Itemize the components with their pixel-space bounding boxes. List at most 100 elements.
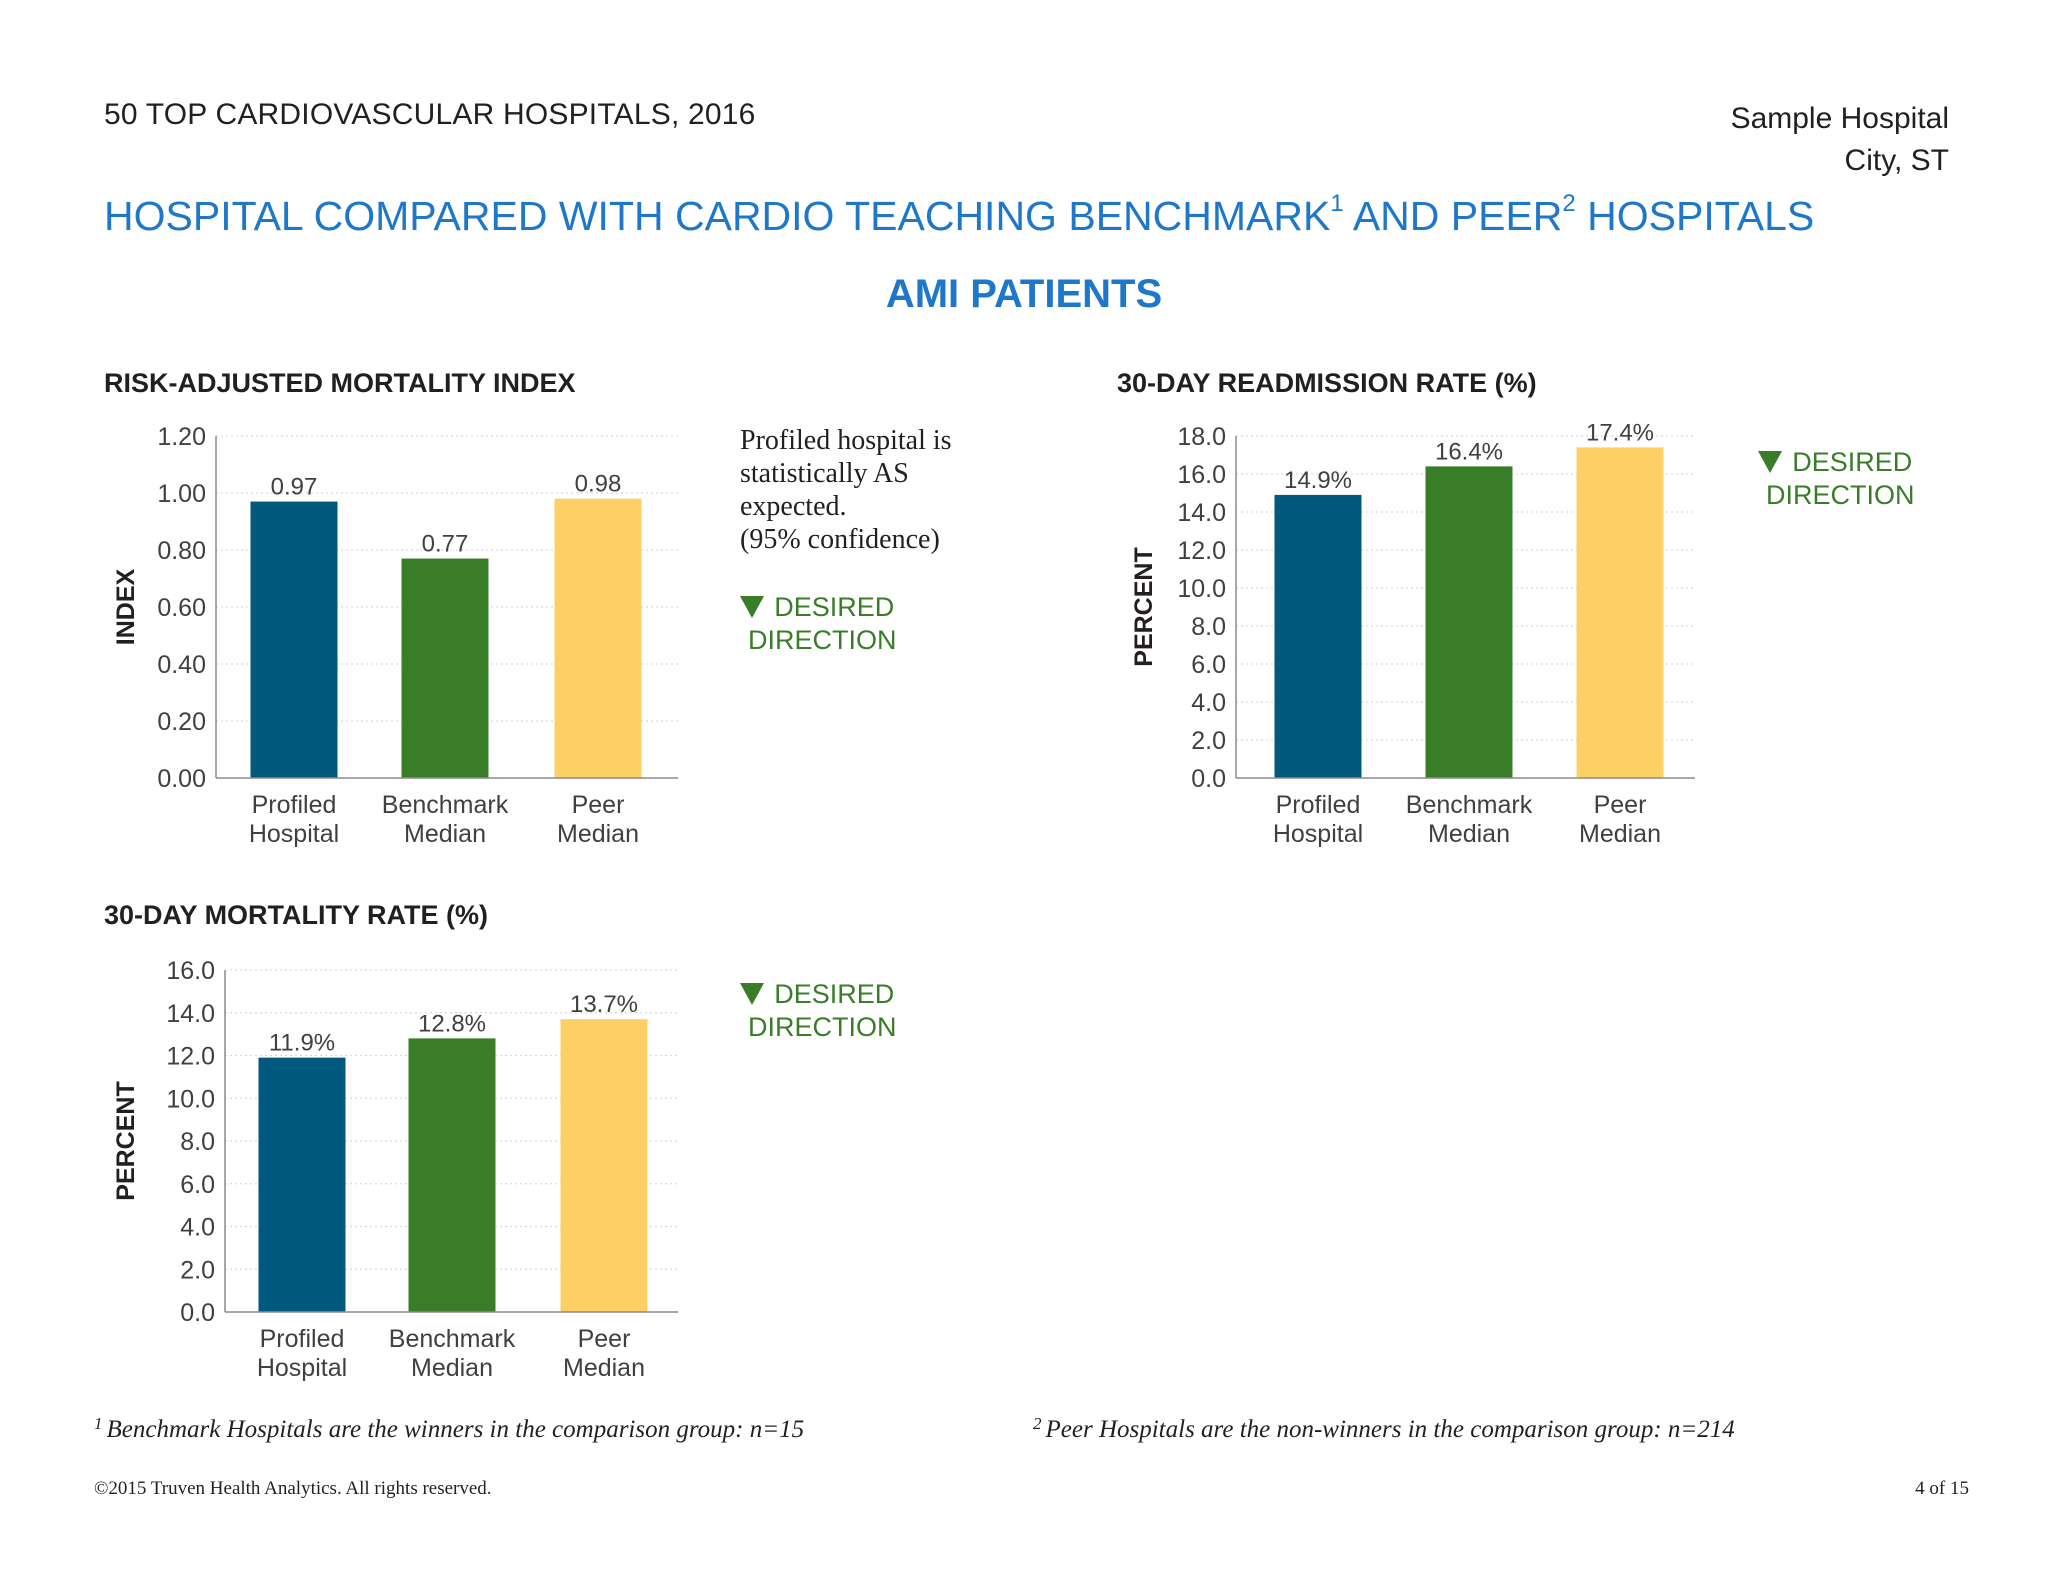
- down-arrow-icon: [1758, 451, 1783, 473]
- mortality-rate-category-label: Median: [563, 1354, 645, 1382]
- hospital-location: City, ST: [1844, 144, 1949, 177]
- mortality-index-bar: [250, 501, 338, 778]
- desired-line2: DIRECTION: [1766, 480, 1915, 510]
- desired-line1: DESIRED: [1792, 447, 1913, 477]
- readmission-ytick-label: 10.0: [1177, 575, 1226, 603]
- mortality-rate-category-label: Peer: [578, 1325, 631, 1353]
- footnote-text-2: Peer Hospitals are the non-winners in th…: [1045, 1416, 1735, 1443]
- mortality-index-bar: [554, 498, 642, 778]
- readmission-category-label: Profiled: [1276, 791, 1361, 819]
- desired-direction-mortality-index: DESIRED DIRECTION: [738, 591, 897, 657]
- subtitle-part2: AND PEER: [1343, 193, 1563, 239]
- mortality-rate-ytick-label: 14.0: [166, 1000, 215, 1028]
- footnote-marker-1: 1: [94, 1414, 103, 1433]
- mortality-rate-category-label: Profiled: [260, 1325, 345, 1353]
- readmission-data-label: 14.9%: [1284, 467, 1352, 494]
- readmission-bar: [1274, 494, 1362, 778]
- note-line2: statistically AS: [740, 458, 909, 489]
- readmission-data-label: 16.4%: [1435, 438, 1503, 465]
- footnote-marker-2: 2: [1033, 1414, 1042, 1433]
- readmission-bar: [1425, 466, 1513, 778]
- readmission-ytick-label: 4.0: [1191, 689, 1226, 717]
- down-arrow-icon: [740, 983, 765, 1005]
- readmission-ytick-label: 16.0: [1177, 461, 1226, 489]
- readmission-bar: [1576, 447, 1664, 778]
- mortality-index-ytick-label: 1.00: [157, 480, 206, 508]
- subtitle-part1: HOSPITAL COMPARED WITH CARDIO TEACHING B…: [104, 193, 1331, 239]
- mortality-rate-category-label: Benchmark: [389, 1325, 516, 1353]
- mortality-rate-ytick-label: 4.0: [180, 1214, 215, 1242]
- mortality-rate-ytick-label: 16.0: [166, 957, 215, 985]
- subtitle-part3: HOSPITALS: [1575, 193, 1815, 239]
- mortality-rate-bar: [560, 1019, 648, 1312]
- mortality-index-category-label: Hospital: [249, 820, 339, 848]
- mortality-index-ytick-label: 0.00: [157, 765, 206, 793]
- page-number: 4 of 15: [1915, 1478, 1969, 1499]
- desired-line2: DIRECTION: [748, 625, 897, 655]
- mortality-rate-data-label: 12.8%: [418, 1010, 486, 1037]
- footnote-text-1: Benchmark Hospitals are the winners in t…: [106, 1416, 805, 1443]
- mortality-index-data-label: 0.98: [575, 471, 622, 498]
- mortality-index-data-label: 0.77: [422, 531, 469, 558]
- desired-line1: DESIRED: [774, 979, 895, 1009]
- desired-line2: DIRECTION: [748, 1012, 897, 1042]
- readmission-y-axis-label: PERCENT: [1130, 547, 1158, 666]
- readmission-category-label: Peer: [1594, 791, 1647, 819]
- chart-title-mortality-index: RISK-ADJUSTED MORTALITY INDEX: [104, 368, 576, 398]
- down-arrow-icon: [740, 596, 765, 618]
- chart-title-readmission: 30-DAY READMISSION RATE (%): [1117, 368, 1537, 398]
- mortality-rate-ytick-label: 6.0: [180, 1171, 215, 1199]
- readmission-ytick-label: 18.0: [1177, 423, 1226, 451]
- significance-note: Profiled hospital is statistically AS ex…: [740, 424, 1000, 556]
- mortality-rate-ytick-label: 10.0: [166, 1085, 215, 1113]
- mortality-index-data-label: 0.97: [271, 474, 318, 501]
- mortality-rate-y-axis-label: PERCENT: [112, 1081, 140, 1200]
- mortality-index-ytick-label: 0.80: [157, 537, 206, 565]
- copyright: ©2015 Truven Health Analytics. All right…: [94, 1478, 492, 1499]
- readmission-ytick-label: 14.0: [1177, 499, 1226, 527]
- readmission-category-label: Hospital: [1273, 820, 1363, 848]
- mortality-rate-bar: [408, 1038, 496, 1312]
- mortality-index-category-label: Peer: [572, 791, 625, 819]
- footnote-peer: 2 Peer Hospitals are the non-winners in t…: [1033, 1414, 1735, 1444]
- mortality-rate-data-label: 13.7%: [570, 991, 638, 1018]
- mortality-index-category-label: Benchmark: [382, 791, 509, 819]
- readmission-ytick-label: 12.0: [1177, 537, 1226, 565]
- readmission-ytick-label: 8.0: [1191, 613, 1226, 641]
- desired-line1: DESIRED: [774, 592, 895, 622]
- mortality-rate-data-label: 11.9%: [269, 1030, 335, 1057]
- readmission-category-label: Median: [1428, 820, 1510, 848]
- mortality-index-category-label: Profiled: [252, 791, 337, 819]
- mortality-rate-ytick-label: 12.0: [166, 1043, 215, 1071]
- mortality-rate-category-label: Median: [411, 1354, 493, 1382]
- note-line3: expected.: [740, 491, 847, 522]
- desired-direction-mortality-rate: DESIRED DIRECTION: [738, 978, 897, 1044]
- mortality-rate-category-label: Hospital: [257, 1354, 347, 1382]
- readmission-data-label: 17.4%: [1586, 419, 1654, 446]
- mortality-rate-ytick-label: 8.0: [180, 1128, 215, 1156]
- hospital-name: Sample Hospital: [1730, 102, 1949, 135]
- section-title: AMI PATIENTS: [885, 272, 1163, 316]
- readmission-ytick-label: 0.0: [1191, 765, 1226, 793]
- readmission-ytick-label: 6.0: [1191, 651, 1226, 679]
- readmission-category-label: Benchmark: [1406, 791, 1533, 819]
- note-line4: (95% confidence): [740, 524, 940, 555]
- mortality-index-ytick-label: 0.20: [157, 708, 206, 736]
- mortality-index-ytick-label: 0.60: [157, 594, 206, 622]
- mortality-index-bar: [401, 558, 489, 778]
- mortality-index-category-label: Median: [557, 820, 639, 848]
- mortality-index-ytick-label: 1.20: [157, 423, 206, 451]
- mortality-index-ytick-label: 0.40: [157, 651, 206, 679]
- chart-title-mortality-rate: 30-DAY MORTALITY RATE (%): [104, 900, 489, 930]
- comparison-subtitle: HOSPITAL COMPARED WITH CARDIO TEACHING B…: [104, 190, 1815, 240]
- desired-direction-readmission: DESIRED DIRECTION: [1756, 446, 1915, 512]
- subtitle-sup2: 2: [1562, 190, 1576, 217]
- report-title: 50 TOP CARDIOVASCULAR HOSPITALS, 2016: [104, 98, 756, 131]
- readmission-ytick-label: 2.0: [1191, 727, 1226, 755]
- mortality-index-category-label: Median: [404, 820, 486, 848]
- mortality-index-y-axis-label: INDEX: [112, 568, 140, 645]
- mortality-rate-ytick-label: 2.0: [180, 1256, 215, 1284]
- readmission-category-label: Median: [1579, 820, 1661, 848]
- note-line1: Profiled hospital is: [740, 425, 952, 456]
